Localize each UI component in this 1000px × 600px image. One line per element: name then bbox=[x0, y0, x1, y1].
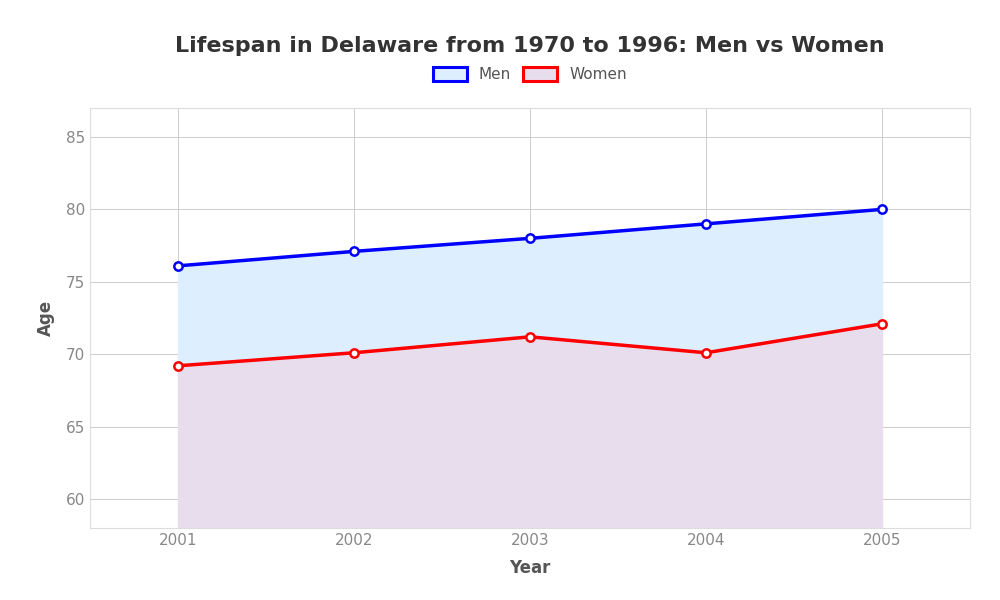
Title: Lifespan in Delaware from 1970 to 1996: Men vs Women: Lifespan in Delaware from 1970 to 1996: … bbox=[175, 37, 885, 56]
Y-axis label: Age: Age bbox=[37, 300, 55, 336]
Legend: Men, Women: Men, Women bbox=[427, 61, 633, 88]
X-axis label: Year: Year bbox=[509, 559, 551, 577]
